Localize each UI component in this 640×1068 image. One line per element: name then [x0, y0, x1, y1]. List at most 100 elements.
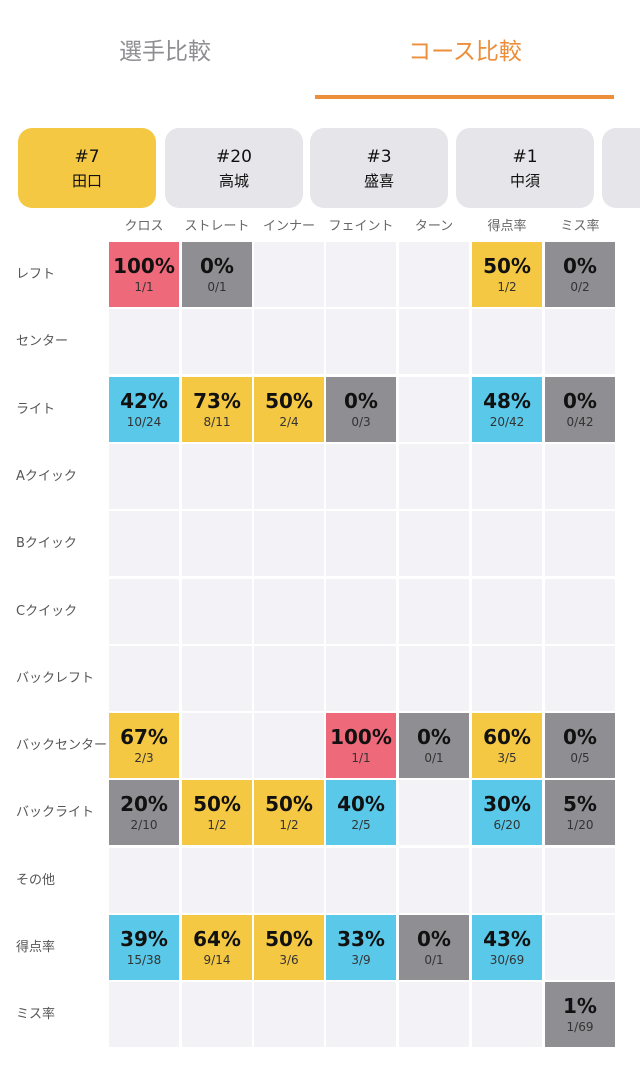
row-label: 得点率: [16, 940, 56, 955]
empty-cell: [326, 645, 396, 711]
stat-cell: 5% 1/20: [545, 780, 615, 846]
stat-percent: 48%: [483, 388, 531, 413]
row-label: バックセンター: [16, 738, 108, 754]
stat-percent: 5%: [563, 792, 597, 817]
stat-percent: 100%: [330, 725, 392, 750]
empty-cell: [182, 982, 252, 1048]
empty-cell: [109, 443, 179, 509]
empty-cell: [254, 713, 324, 779]
empty-cell: [472, 982, 542, 1048]
segment-tabs: 選手比較 コース比較: [0, 0, 640, 100]
player-name: 盛喜: [363, 172, 394, 190]
empty-cell: [545, 511, 615, 577]
stat-fraction: 0/1: [424, 953, 444, 967]
empty-cell: [254, 242, 324, 307]
row-label: ライト: [16, 401, 56, 417]
stat-cell: 0% 0/5: [545, 713, 615, 779]
stat-percent: 43%: [483, 927, 531, 951]
tab-course-compare[interactable]: コース比較: [408, 39, 522, 65]
stat-percent: 0%: [417, 725, 451, 750]
empty-cell: [399, 376, 469, 442]
stat-percent: 50%: [265, 792, 313, 817]
stat-percent: 0%: [563, 388, 597, 413]
stat-fraction: 3/9: [351, 953, 371, 967]
column-header: ストレート: [184, 219, 250, 234]
stat-percent: 100%: [113, 254, 175, 278]
stat-percent: 50%: [265, 388, 313, 413]
empty-cell: [399, 309, 469, 375]
empty-cell: [545, 847, 615, 913]
empty-cell: [326, 578, 396, 644]
stat-percent: 42%: [120, 388, 168, 413]
stat-fraction: 1/2: [279, 818, 299, 833]
stat-cell: 0% 0/1: [182, 242, 252, 307]
stat-cell: 50% 1/2: [472, 242, 542, 307]
row-label: レフト: [16, 267, 56, 282]
tab-player-compare[interactable]: 選手比較: [119, 39, 211, 65]
stat-cell: 43% 30/69: [472, 915, 542, 980]
empty-cell: [472, 309, 542, 375]
empty-cell: [182, 847, 252, 913]
empty-cell: [254, 645, 324, 711]
player-number: #1: [512, 147, 538, 167]
player-chip[interactable]: #20 高城: [165, 128, 303, 208]
row-label: センター: [16, 334, 69, 350]
player-number: #3: [366, 147, 392, 167]
stat-percent: 33%: [337, 927, 385, 951]
empty-cell: [399, 982, 469, 1048]
stat-percent: 0%: [344, 388, 378, 413]
empty-cell: [326, 309, 396, 375]
stat-cell: 0% 0/1: [399, 713, 469, 779]
stat-cell: 50% 2/4: [254, 376, 324, 442]
stat-fraction: 3/5: [497, 751, 517, 766]
stat-percent: 0%: [200, 254, 234, 278]
player-selector: #7 田口 #20 高城 #3 盛喜 #1 中須: [18, 128, 640, 208]
empty-cell: [109, 645, 179, 711]
stat-fraction: 0/1: [207, 280, 227, 294]
empty-cell: [182, 578, 252, 644]
empty-cell: [399, 242, 469, 307]
player-chip[interactable]: #7 田口: [18, 128, 156, 208]
stat-cell: 60% 3/5: [472, 713, 542, 779]
stat-percent: 50%: [483, 254, 531, 278]
empty-cell: [399, 443, 469, 509]
empty-cell: [109, 309, 179, 375]
stat-cell: 0% 0/2: [545, 242, 615, 307]
player-chip[interactable]: #3 盛喜: [310, 128, 448, 208]
stat-fraction: 2/4: [279, 414, 299, 429]
stat-percent: 39%: [120, 927, 168, 951]
stat-fraction: 0/2: [570, 280, 590, 294]
stat-fraction: 0/5: [570, 751, 590, 766]
active-tab-indicator: [315, 95, 614, 99]
stat-cell: 73% 8/11: [182, 376, 252, 442]
empty-cell: [109, 847, 179, 913]
stat-cell: 48% 20/42: [472, 376, 542, 442]
stat-percent: 30%: [483, 792, 531, 817]
row-label: ミス率: [16, 1007, 56, 1023]
stat-cell: 100% 1/1: [109, 242, 179, 307]
stat-fraction: 1/2: [207, 818, 227, 833]
stat-cell: 100% 1/1: [326, 713, 396, 779]
row-label: Bクイック: [16, 536, 77, 552]
player-chip-partial[interactable]: [602, 128, 640, 208]
empty-cell: [254, 847, 324, 913]
empty-cell: [326, 982, 396, 1048]
stat-cell: 30% 6/20: [472, 780, 542, 846]
stat-cell: 33% 3/9: [326, 915, 396, 980]
stat-fraction: 10/24: [126, 414, 162, 429]
stat-percent: 64%: [193, 927, 241, 951]
stat-cell: 67% 2/3: [109, 713, 179, 779]
empty-cell: [545, 443, 615, 509]
player-name: 中須: [509, 172, 540, 190]
stat-percent: 50%: [193, 792, 241, 817]
empty-cell: [326, 847, 396, 913]
stat-percent: 40%: [337, 792, 385, 817]
stat-percent: 0%: [563, 725, 597, 750]
player-chip[interactable]: #1 中須: [456, 128, 594, 208]
empty-cell: [109, 578, 179, 644]
stat-fraction: 0/42: [566, 414, 594, 429]
stat-fraction: 1/2: [497, 280, 517, 294]
stat-cell: 42% 10/24: [109, 376, 179, 442]
row-label: その他: [16, 872, 56, 888]
empty-cell: [182, 713, 252, 779]
